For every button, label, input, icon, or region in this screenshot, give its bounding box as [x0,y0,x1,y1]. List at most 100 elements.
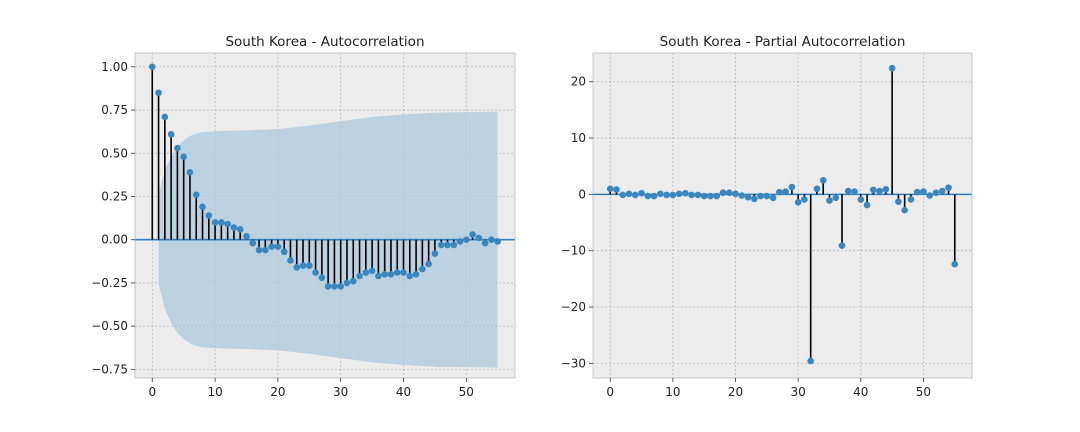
data-point [819,176,827,184]
data-point [406,272,414,280]
data-point [863,201,871,209]
data-point [167,130,175,138]
data-point [870,186,877,194]
data-point [419,265,426,273]
data-point [494,238,502,245]
data-point [255,246,263,254]
data-point [243,232,250,240]
data-point [694,191,702,199]
y-tick-label: 0.25 [101,189,128,203]
y-tick-label: 20 [571,75,586,89]
data-point [757,192,764,200]
data-point [832,194,840,202]
x-tick-label: 20 [270,385,285,399]
data-point [349,277,357,285]
data-point [826,197,833,204]
acf-panel: 0 10 20 30 40 50 1.00 0.75 0.50 0.25 0.00 −0.25 −0.5… [91,34,516,399]
data-point [725,189,733,196]
plot-frame [592,52,973,379]
x-tick-label: 0 [606,385,614,399]
data-point [148,63,156,71]
data-point [312,269,319,276]
data-point [851,188,858,195]
x-tick-label: 10 [665,385,680,399]
y-tick-label: 0 [578,187,586,201]
data-point [932,189,940,196]
data-point [638,189,645,197]
data-point [155,89,162,97]
data-point [249,239,257,247]
data-point [425,260,432,268]
data-point [262,246,269,254]
data-point [192,191,200,199]
data-point [205,212,213,219]
data-point [663,191,670,199]
data-point [838,242,846,249]
data-point [393,269,401,276]
plot-area [593,53,972,378]
x-tick-label: 30 [333,385,348,399]
data-point [450,241,458,249]
data-point [412,270,420,278]
data-point [431,250,439,257]
data-point [337,283,345,290]
data-point [437,241,445,249]
plot-frame [134,52,516,379]
data-point [218,219,225,226]
data-point [844,187,852,195]
y-tick-label: 0.00 [101,233,128,247]
x-tick-label: 10 [207,385,222,399]
data-point [794,198,802,206]
data-point [913,188,921,196]
data-point [713,192,721,200]
data-point [161,113,169,121]
data-point [224,220,231,228]
data-point [362,269,370,276]
y-tick-label: 1.00 [101,60,128,74]
data-point [481,239,489,247]
y-tick-label: −0.50 [91,319,128,333]
data-point [938,187,946,195]
data-point [368,267,376,275]
data-point [280,248,288,256]
data-point [463,236,470,244]
data-point [763,192,771,200]
data-point [180,153,187,161]
data-point [331,283,338,290]
data-point [675,190,683,198]
data-point [199,203,206,211]
data-point [926,192,934,199]
data-point [732,190,739,198]
data-point [606,185,614,193]
data-point [801,196,808,203]
data-point [211,219,219,226]
data-point [381,270,388,278]
data-point [669,191,677,199]
data-point [882,186,890,193]
data-point [776,188,783,196]
data-point [631,191,639,199]
data-point [707,192,714,200]
data-point [375,272,382,280]
data-point [782,188,789,195]
data-point [700,192,708,200]
data-point [186,168,194,176]
chart-title: South Korea - Autocorrelation [225,34,424,50]
y-tick-label: 10 [571,131,586,145]
data-point [619,191,627,199]
data-point [236,226,244,233]
data-point [387,270,395,278]
data-point [488,236,495,244]
x-tick-label: 0 [148,385,156,399]
data-point [657,190,664,198]
data-point [400,269,407,276]
data-point [769,194,777,202]
data-point [318,274,326,282]
data-point [738,192,746,199]
data-point [857,196,865,203]
chart-title: South Korea - Partial Autocorrelation [660,34,906,50]
data-point [876,187,883,195]
data-point [888,64,896,72]
data-point [945,184,952,191]
